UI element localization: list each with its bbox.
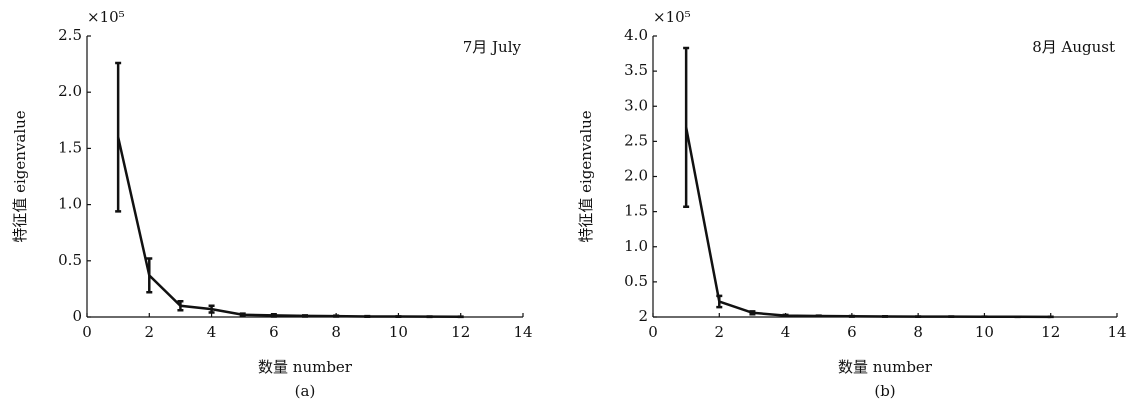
y-tick-label: 4.0 [624, 26, 648, 44]
y-tick-label: 0 [72, 307, 82, 325]
multiplier: ×10⁵ [87, 8, 125, 26]
y-tick-label: 3.0 [624, 96, 648, 114]
x-tick-label: 8 [331, 323, 341, 341]
x-tick-label: 12 [451, 323, 470, 341]
x-tick-label: 14 [1107, 323, 1126, 341]
y-axis-label: 特征值 eigenvalue [577, 110, 595, 242]
error-bar [302, 314, 308, 318]
x-axis-label: 数量 number [838, 358, 933, 376]
x-tick-label: 4 [207, 323, 217, 341]
error-bar [146, 257, 153, 294]
data-line [684, 127, 1051, 319]
x-tick-label: 0 [648, 323, 658, 341]
x-tick-label: 0 [82, 323, 92, 341]
x-tick-label: 4 [781, 323, 791, 341]
error-bar [716, 294, 723, 309]
y-tick-label: 0.5 [624, 272, 648, 290]
multiplier: ×10⁵ [653, 8, 691, 26]
error-bar [208, 304, 215, 314]
caption: (a) [295, 382, 316, 400]
x-tick-label: 6 [847, 323, 857, 341]
x-tick-label: 10 [975, 323, 994, 341]
x-tick-label: 6 [269, 323, 279, 341]
x-tick-label: 12 [1041, 323, 1060, 341]
error-bar [815, 314, 822, 318]
y-tick-label: 3.5 [624, 61, 648, 79]
x-tick-label: 10 [389, 323, 408, 341]
y-tick-label: 1.5 [58, 138, 82, 156]
y-tick-label: 2.0 [624, 167, 648, 185]
x-tick-label: 2 [145, 323, 155, 341]
y-tick-label: 2.5 [58, 26, 82, 44]
error-bar [177, 300, 184, 312]
x-axis-label: 数量 number [258, 358, 353, 376]
error-bar [749, 310, 756, 316]
caption: (b) [874, 382, 895, 400]
chart-title: 8月 August [1032, 38, 1115, 56]
error-bar [782, 313, 789, 318]
x-tick-label: 14 [513, 323, 532, 341]
y-tick-label: 2.5 [624, 131, 648, 149]
error-bar [333, 314, 340, 318]
error-bar [115, 61, 122, 213]
y-tick-label: 1.0 [624, 237, 648, 255]
x-tick-label: 2 [715, 323, 725, 341]
y-tick-label: 1.5 [624, 202, 648, 220]
y-tick-label: 0.5 [58, 251, 82, 269]
y-tick-label: 2 [638, 307, 648, 325]
x-tick-label: 8 [913, 323, 923, 341]
y-axis-label: 特征值 eigenvalue [11, 110, 29, 242]
y-tick-label: 1.0 [58, 195, 82, 213]
error-bar [683, 46, 690, 208]
error-bar [239, 312, 246, 318]
error-bar [848, 314, 855, 318]
error-bar [270, 312, 277, 318]
y-tick-label: 2.0 [58, 82, 82, 100]
error-bar [364, 314, 371, 319]
chart-title: 7月 July [463, 38, 522, 56]
data-line [116, 136, 461, 319]
